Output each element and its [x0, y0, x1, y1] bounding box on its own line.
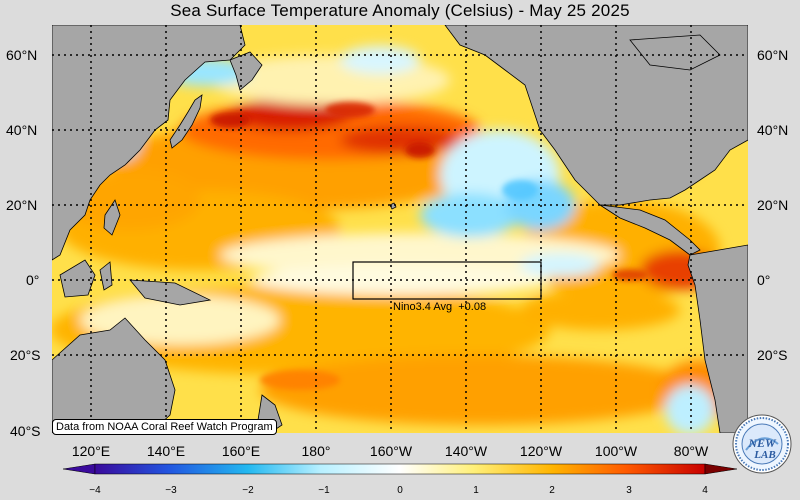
lat-labels-left: 60°N 40°N 20°N 0° 20°S 40°S [6, 47, 41, 439]
lat-labels-right: 60°N 40°N 20°N 0° 20°S [757, 47, 788, 363]
colorbar-ticks: −4 −3 −2 −1 0 1 2 3 4 [89, 485, 708, 496]
colorbar-right-arrow [704, 463, 738, 475]
cb-tick-0: 0 [397, 485, 403, 496]
map-frame [52, 25, 748, 433]
lon-label-180: 180° [302, 443, 331, 459]
colorbar: −4 −3 −2 −1 0 1 2 3 4 [62, 463, 738, 496]
svg-text:LAB: LAB [753, 449, 775, 461]
lon-label-120w: 120°W [520, 443, 563, 459]
central-america-landmass [599, 204, 701, 256]
new-guinea-landmass [129, 279, 212, 306]
lab-logo: NEW LAB [732, 414, 792, 474]
cb-tick-2: 2 [549, 485, 555, 496]
lon-label-80w: 80°W [674, 443, 709, 459]
nino34-label: Nino3.4 Avg +0.08 [393, 301, 486, 313]
lon-label-140w: 140°W [445, 443, 488, 459]
japan-landmass [169, 94, 203, 149]
colorbar-bar [94, 463, 706, 475]
lat-label-20s: 20°S [10, 347, 41, 363]
lat-label-40n-right: 40°N [757, 122, 788, 138]
lat-label-40s: 40°S [10, 423, 41, 439]
data-credit: Data from NOAA Coral Reef Watch Program [52, 419, 277, 435]
lon-label-100w: 100°W [595, 443, 638, 459]
lat-label-20n-right: 20°N [757, 197, 788, 213]
lat-label-20s-right: 20°S [757, 347, 788, 363]
north-america-landmass [444, 25, 748, 206]
lat-label-60n: 60°N [6, 47, 37, 63]
svg-text:NEW: NEW [747, 436, 777, 450]
lon-label-160w: 160°W [370, 443, 413, 459]
map-title: Sea Surface Temperature Anomaly (Celsius… [170, 1, 630, 20]
lon-label-160e: 160°E [222, 443, 260, 459]
cb-tick-m4: −4 [89, 485, 101, 496]
kamchatka-landmass [229, 51, 263, 91]
nino34-value: +0.08 [458, 301, 487, 313]
nino34-label-text: Nino3.4 Avg [393, 301, 453, 313]
cb-tick-1: 1 [473, 485, 479, 496]
lon-labels: 120°E 140°E 160°E 180° 160°W 140°W 120°W… [72, 443, 709, 459]
cb-tick-m2: −2 [242, 485, 254, 496]
philippines-landmass [103, 199, 121, 236]
cb-tick-m1: −1 [318, 485, 330, 496]
graticule [52, 25, 748, 433]
sulawesi-landmass [99, 261, 113, 291]
colorbar-left-arrow [62, 463, 96, 475]
south-america-landmass [687, 244, 748, 433]
anomaly-speckles [61, 102, 748, 420]
cb-tick-4: 4 [702, 485, 708, 496]
arctic-island [629, 34, 721, 71]
lon-label-140e: 140°E [147, 443, 185, 459]
lat-label-40n: 40°N [6, 122, 37, 138]
lat-label-20n: 20°N [6, 197, 37, 213]
nino34-box [352, 261, 542, 300]
lon-label-120e: 120°E [72, 443, 110, 459]
land-masses [52, 25, 748, 433]
lat-label-eq-right: 0° [757, 272, 770, 288]
lat-label-eq: 0° [26, 272, 39, 288]
australia-landmass [52, 317, 176, 433]
lat-label-60n-right: 60°N [757, 47, 788, 63]
cb-tick-3: 3 [626, 485, 632, 496]
cb-tick-m3: −3 [165, 485, 177, 496]
